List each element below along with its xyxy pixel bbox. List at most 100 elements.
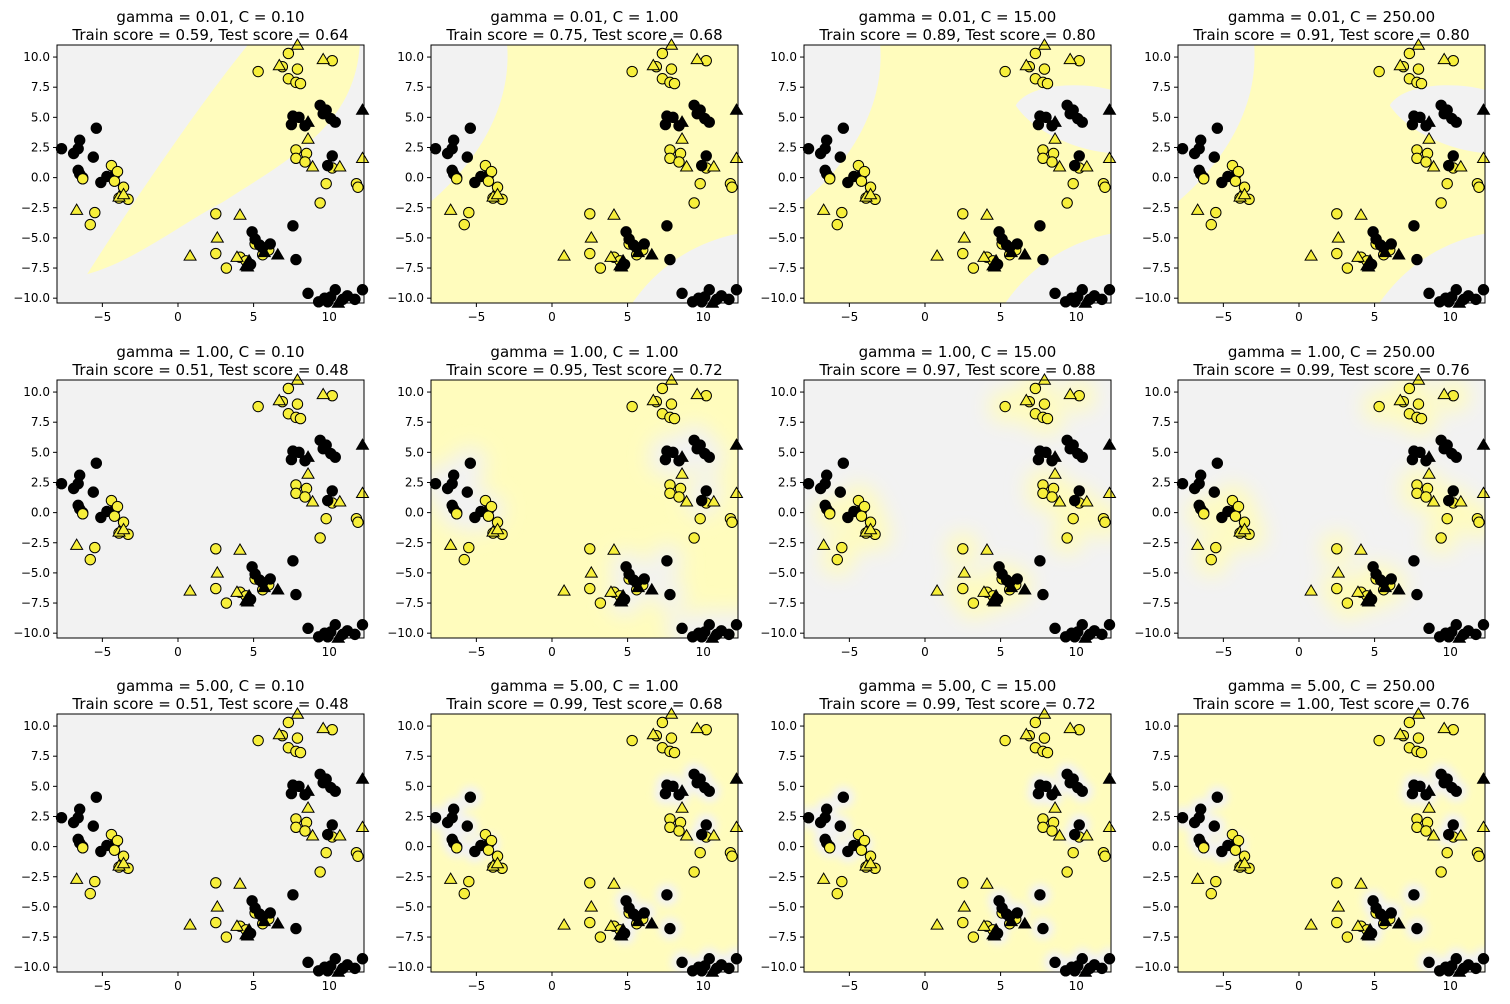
train-point <box>55 142 68 155</box>
test-point <box>1422 784 1436 796</box>
test-point <box>1079 828 1094 841</box>
train-point <box>661 555 673 567</box>
train-point <box>210 247 222 260</box>
train-point <box>1447 54 1459 67</box>
train-point <box>1423 287 1435 300</box>
train-point <box>694 439 706 451</box>
train-point <box>1037 922 1049 935</box>
test-point <box>1391 247 1406 260</box>
train-point <box>84 887 96 900</box>
test-point <box>1063 387 1078 400</box>
train-point <box>326 485 338 497</box>
test-point <box>690 387 705 400</box>
train-point <box>723 962 735 975</box>
train-point <box>1406 118 1419 131</box>
train-point <box>264 907 276 919</box>
test-point <box>1102 103 1117 115</box>
test-point <box>664 38 679 50</box>
train-point <box>1415 77 1428 90</box>
train-point <box>1073 150 1085 162</box>
y-tick-label: −2.5 <box>768 536 797 550</box>
train-point <box>667 780 679 793</box>
train-point <box>1103 284 1116 296</box>
y-tick-label: 10.0 <box>770 385 797 399</box>
train-point <box>1040 111 1052 124</box>
y-tick-label: 5.0 <box>778 779 797 793</box>
test-point <box>301 115 315 127</box>
y-tick-label: −5.0 <box>395 900 424 914</box>
train-point <box>1423 956 1435 969</box>
train-point <box>1049 956 1061 969</box>
test-point <box>1437 387 1452 400</box>
test-point <box>1190 203 1205 215</box>
train-point <box>726 850 738 862</box>
test-point <box>69 872 84 884</box>
train-point <box>1038 63 1051 75</box>
train-point <box>447 803 460 815</box>
train-point <box>1435 866 1447 878</box>
x-tick-label: 5 <box>624 645 632 659</box>
train-point <box>999 734 1011 747</box>
test-point <box>1063 721 1078 734</box>
train-point <box>1205 553 1217 566</box>
train-point <box>802 142 815 155</box>
train-point <box>1194 803 1207 815</box>
train-point <box>802 811 815 824</box>
test-point <box>301 132 315 144</box>
y-tick-label: 10.0 <box>1144 719 1171 733</box>
train-point <box>1176 811 1189 824</box>
train-point <box>967 262 980 274</box>
train-point <box>1011 573 1023 585</box>
subplot-title: gamma = 5.00, C = 250.00 <box>1228 677 1435 695</box>
train-point <box>1470 293 1482 306</box>
train-point <box>108 175 121 187</box>
train-point <box>694 512 706 525</box>
x-tick-label: 0 <box>921 310 929 324</box>
y-tick-label: 10.0 <box>1144 385 1171 399</box>
subplot-title: gamma = 1.00, C = 15.00 <box>859 343 1057 361</box>
test-point <box>706 828 721 841</box>
test-point <box>631 580 646 593</box>
data-points <box>429 38 744 308</box>
train-point <box>291 398 304 410</box>
train-point <box>108 844 121 856</box>
y-tick-label: 7.5 <box>31 749 50 763</box>
train-point <box>458 218 470 231</box>
test-point <box>1422 132 1436 144</box>
train-point <box>824 842 836 854</box>
test-point <box>1426 159 1441 172</box>
data-points <box>55 373 370 643</box>
test-point <box>729 438 744 450</box>
test-point <box>230 585 244 597</box>
train-point <box>1420 825 1432 837</box>
train-point <box>834 151 846 163</box>
y-tick-label: 7.5 <box>1152 80 1171 94</box>
x-tick-label: −5 <box>841 979 859 993</box>
x-tick-label: 0 <box>921 979 929 993</box>
train-point <box>482 175 495 187</box>
test-point <box>210 899 225 912</box>
plot-frame <box>430 713 739 973</box>
test-point <box>1453 494 1468 507</box>
train-point <box>1208 820 1220 832</box>
test-point <box>1078 965 1093 977</box>
test-point <box>664 373 679 385</box>
x-tick-label: 0 <box>1295 310 1303 324</box>
y-tick-label: 7.5 <box>778 415 797 429</box>
train-point <box>356 619 369 631</box>
test-point <box>644 247 659 260</box>
y-tick-label: 5.0 <box>31 779 50 793</box>
y-tick-label: 2.5 <box>405 475 424 489</box>
train-point <box>1041 746 1054 759</box>
train-point <box>1099 516 1111 528</box>
train-point <box>1412 398 1425 410</box>
train-point <box>1415 412 1428 425</box>
train-point <box>667 111 679 124</box>
test-point <box>930 248 944 261</box>
test-point <box>1476 820 1491 833</box>
test-point <box>987 259 1002 272</box>
train-point <box>1232 500 1245 513</box>
y-tick-label: −10.0 <box>387 291 424 305</box>
test-point <box>305 494 320 507</box>
